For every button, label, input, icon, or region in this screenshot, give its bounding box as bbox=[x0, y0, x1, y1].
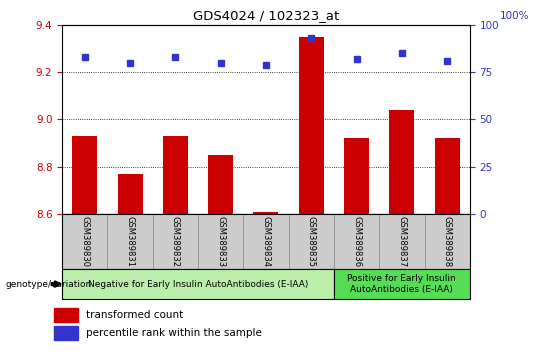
Bar bbox=[344, 138, 369, 214]
Text: Negative for Early Insulin AutoAntibodies (E-IAA): Negative for Early Insulin AutoAntibodie… bbox=[88, 280, 308, 289]
Bar bbox=[288, 214, 334, 269]
Bar bbox=[62, 214, 107, 269]
Bar bbox=[424, 214, 470, 269]
Bar bbox=[208, 155, 233, 214]
Text: GSM389835: GSM389835 bbox=[307, 216, 316, 267]
Text: Positive for Early Insulin
AutoAntibodies (E-IAA): Positive for Early Insulin AutoAntibodie… bbox=[347, 274, 456, 294]
Bar bbox=[389, 110, 414, 214]
Text: GSM389833: GSM389833 bbox=[216, 216, 225, 267]
Text: GSM389832: GSM389832 bbox=[171, 216, 180, 267]
Bar bbox=[299, 36, 323, 214]
Bar bbox=[379, 214, 424, 269]
Text: GSM389836: GSM389836 bbox=[352, 216, 361, 267]
Bar bbox=[72, 136, 97, 214]
Text: genotype/variation: genotype/variation bbox=[5, 280, 92, 289]
Text: 100%: 100% bbox=[500, 11, 529, 21]
Text: GSM389831: GSM389831 bbox=[126, 216, 134, 267]
Text: transformed count: transformed count bbox=[86, 310, 184, 320]
Bar bbox=[62, 269, 334, 299]
Title: GDS4024 / 102323_at: GDS4024 / 102323_at bbox=[193, 9, 339, 22]
Bar bbox=[435, 138, 460, 214]
Bar bbox=[153, 214, 198, 269]
Text: percentile rank within the sample: percentile rank within the sample bbox=[86, 328, 262, 338]
Text: GSM389838: GSM389838 bbox=[443, 216, 451, 267]
Bar bbox=[54, 326, 78, 340]
Bar bbox=[54, 308, 78, 322]
Bar bbox=[244, 214, 288, 269]
Bar bbox=[253, 212, 279, 214]
Text: GSM389837: GSM389837 bbox=[397, 216, 406, 267]
Bar bbox=[163, 136, 188, 214]
Bar bbox=[107, 214, 153, 269]
Text: GSM389830: GSM389830 bbox=[80, 216, 89, 267]
Bar bbox=[334, 269, 470, 299]
Bar bbox=[118, 174, 143, 214]
Text: GSM389834: GSM389834 bbox=[261, 216, 271, 267]
Bar bbox=[334, 214, 379, 269]
Bar bbox=[198, 214, 244, 269]
